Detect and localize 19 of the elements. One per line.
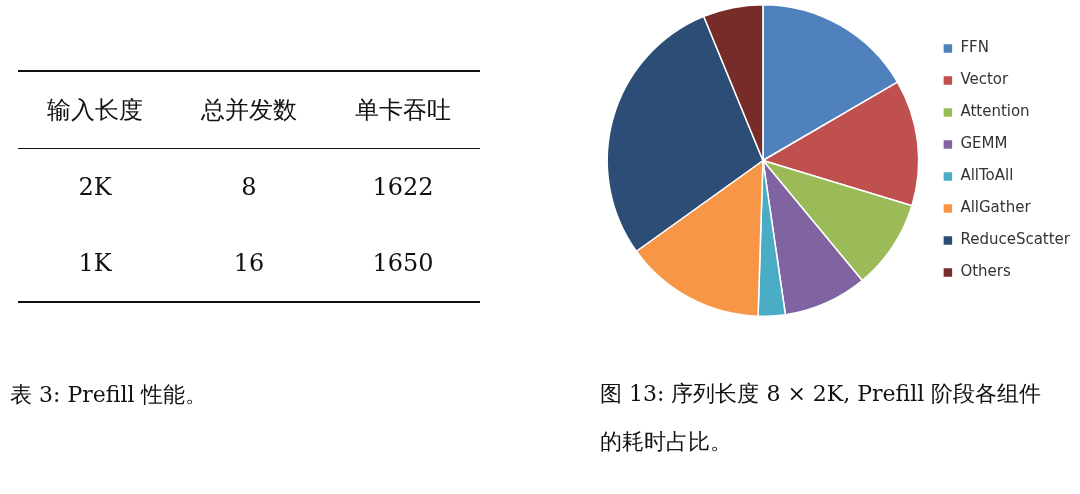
text: 8: [240, 172, 258, 203]
text: 1622: [371, 172, 435, 203]
legend-label: AllGather: [960, 198, 1032, 217]
text: 图 13: 序列长度 8 × 2K, Prefill 阶段各组件的耗时占比。: [600, 380, 1043, 456]
legend-label: Attention: [960, 102, 1030, 121]
legend-label: AllToAll: [960, 166, 1014, 185]
legend-label: ReduceScatter: [960, 230, 1071, 249]
text: 输入长度: [46, 95, 144, 126]
text: 单卡吞吐: [354, 95, 452, 126]
text: 1K: [77, 248, 113, 279]
text: 2K: [77, 172, 113, 203]
legend-label: FFN: [960, 38, 989, 57]
text: 总并发数: [200, 95, 298, 126]
text: 16: [232, 248, 266, 279]
legend-label: Others: [960, 262, 1011, 281]
text: 1650: [371, 248, 435, 279]
legend-label: GEMM: [960, 134, 1008, 153]
text: 表 3: Prefill 性能。: [10, 381, 208, 409]
legend-label: Vector: [960, 70, 1010, 89]
